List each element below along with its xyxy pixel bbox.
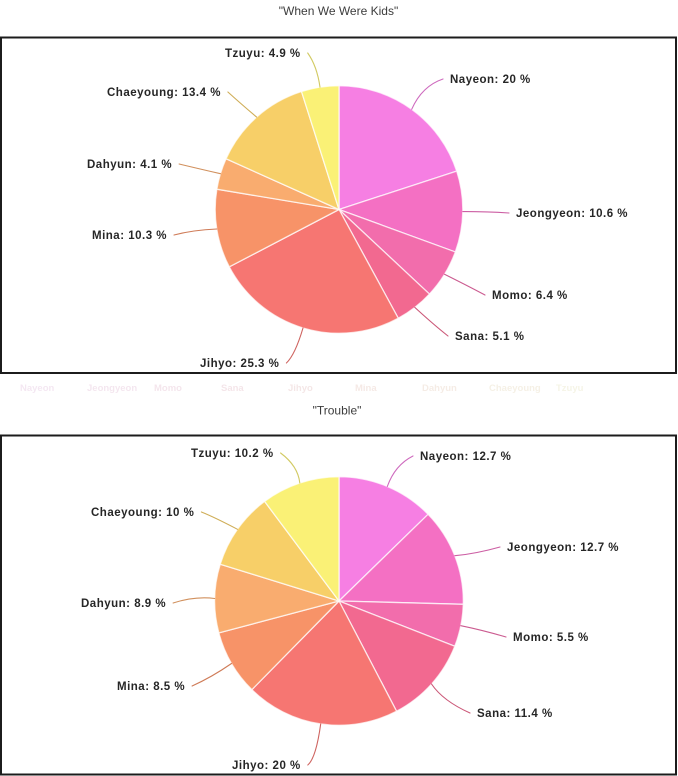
svg-text:Nayeon: 20 %: Nayeon: 20 % (450, 74, 531, 86)
svg-text:"When We Were Kids": "When We Were Kids" (279, 4, 398, 18)
svg-text:Jihyo: 20 %: Jihyo: 20 % (232, 760, 301, 772)
svg-text:Sana: 11.4 %: Sana: 11.4 % (477, 708, 553, 720)
svg-text:Tzuyu: Tzuyu (556, 383, 584, 394)
svg-text:Sana: Sana (221, 383, 244, 394)
svg-text:Dahyun: 4.1 %: Dahyun: 4.1 % (87, 159, 172, 171)
svg-text:Dahyun: Dahyun (422, 383, 457, 394)
svg-text:Tzuyu: 10.2 %: Tzuyu: 10.2 % (191, 448, 274, 460)
svg-text:Momo: 5.5 %: Momo: 5.5 % (513, 632, 589, 644)
svg-text:"Trouble": "Trouble" (313, 404, 362, 418)
svg-text:Momo: 6.4 %: Momo: 6.4 % (492, 290, 568, 302)
svg-text:Jihyo: 25.3 %: Jihyo: 25.3 % (200, 358, 279, 370)
svg-text:Dahyun: 8.9 %: Dahyun: 8.9 % (81, 598, 166, 610)
svg-text:Momo: Momo (154, 383, 182, 394)
svg-text:Chaeyoung: 13.4 %: Chaeyoung: 13.4 % (107, 87, 221, 99)
svg-text:Mina: Mina (355, 383, 377, 394)
svg-text:Mina: 10.3 %: Mina: 10.3 % (92, 230, 167, 242)
svg-text:Tzuyu: 4.9 %: Tzuyu: 4.9 % (225, 48, 301, 60)
svg-text:Jeongyeon: Jeongyeon (87, 383, 137, 394)
svg-text:Nayeon: Nayeon (20, 383, 55, 394)
svg-text:Mina: 8.5 %: Mina: 8.5 % (117, 681, 185, 693)
svg-text:Nayeon: 12.7 %: Nayeon: 12.7 % (420, 451, 511, 463)
svg-text:Jeongyeon: 10.6 %: Jeongyeon: 10.6 % (516, 208, 628, 220)
svg-text:Chaeyoung: Chaeyoung (489, 383, 541, 394)
svg-text:Jihyo: Jihyo (288, 383, 313, 394)
svg-text:Chaeyoung: 10 %: Chaeyoung: 10 % (91, 507, 194, 519)
svg-text:Sana: 5.1 %: Sana: 5.1 % (455, 331, 524, 343)
svg-text:Jeongyeon: 12.7 %: Jeongyeon: 12.7 % (507, 542, 619, 554)
